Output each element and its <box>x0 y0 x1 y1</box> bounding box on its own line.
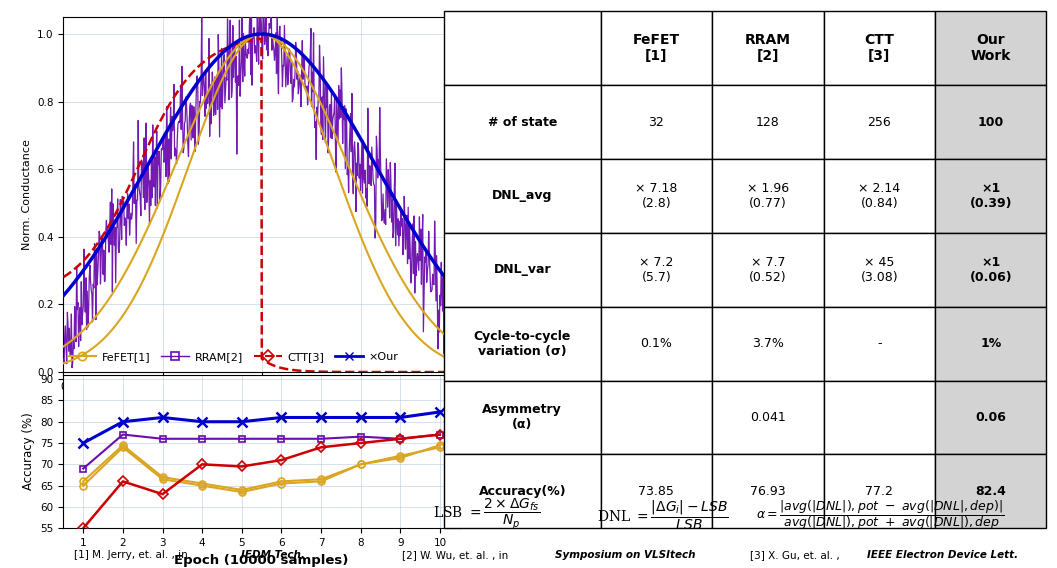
Text: LSB $=\dfrac{2\times\Delta G_{fs}}{N_p}$: LSB $=\dfrac{2\times\Delta G_{fs}}{N_p}$ <box>433 498 541 532</box>
Text: DNL $=\dfrac{|\Delta G_i|-LSB}{LSB}$: DNL $=\dfrac{|\Delta G_i|-LSB}{LSB}$ <box>597 498 729 532</box>
Text: $\alpha=\dfrac{|avg(|DNL|),pot\ -\ avg(|DNL|,dep)|}{avg(|DNL|),pot\ +\ avg(|DNL|: $\alpha=\dfrac{|avg(|DNL|),pot\ -\ avg(|… <box>756 498 1004 532</box>
Y-axis label: Accuracy (%): Accuracy (%) <box>22 413 35 490</box>
Text: [2] W. Wu, et. al. , in: [2] W. Wu, et. al. , in <box>402 550 512 559</box>
X-axis label: Norm. Pulse Number: Norm. Pulse Number <box>204 398 319 407</box>
Y-axis label: Norm. Conductance: Norm. Conductance <box>21 139 32 250</box>
Text: IEDM Tech.: IEDM Tech. <box>241 550 304 559</box>
Text: [3] X. Gu, et. al. ,: [3] X. Gu, et. al. , <box>750 550 843 559</box>
Text: [1] M. Jerry, et. al. , in: [1] M. Jerry, et. al. , in <box>74 550 191 559</box>
X-axis label: Epoch (10000 samples): Epoch (10000 samples) <box>174 554 349 566</box>
Text: IEEE Electron Device Lett.: IEEE Electron Device Lett. <box>867 550 1018 559</box>
Legend: FeFET[1], RRAM[2], CTT[3], ×Our: FeFET[1], RRAM[2], CTT[3], ×Our <box>63 348 403 366</box>
Text: Symposium on VLSItech: Symposium on VLSItech <box>555 550 696 559</box>
